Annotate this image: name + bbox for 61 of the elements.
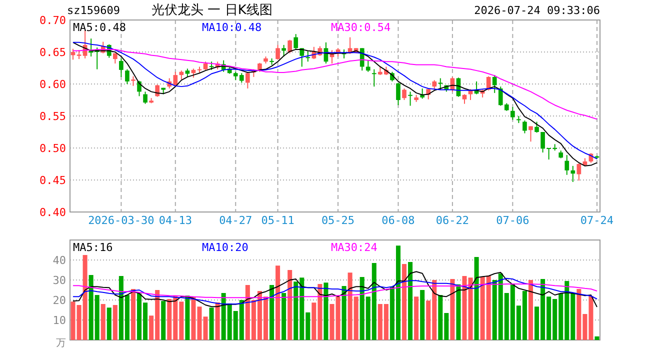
x-tick-label: 07-06 (496, 214, 530, 227)
x-tick-label: 06-08 (382, 214, 415, 227)
bar (106, 308, 112, 340)
bar (414, 296, 419, 340)
bar (112, 305, 118, 340)
y-tick-label: 0.40 (40, 206, 66, 219)
y-tick-label: 40 (52, 254, 66, 267)
y-axis-title: 万 (56, 338, 66, 349)
y-tick-label: 0.70 (40, 14, 66, 27)
line-series (72, 278, 598, 304)
bar (336, 296, 340, 340)
bar (203, 316, 208, 340)
bar (408, 262, 413, 340)
line-series (72, 271, 598, 308)
bar (209, 308, 214, 340)
chart-title: 光伏龙头 一 日K线图 (152, 3, 272, 18)
x-tick-label: 07-24 (580, 214, 614, 227)
bar (468, 278, 473, 340)
y-tick-label: 0.45 (40, 174, 66, 187)
bar (282, 293, 286, 340)
line-series (72, 284, 598, 298)
text: 2026-07-24 09:33:06 (474, 4, 600, 17)
x-tick-label: 04-13 (158, 214, 192, 227)
bar (100, 304, 106, 340)
bar (185, 296, 190, 340)
bar (130, 289, 136, 340)
bar (330, 304, 334, 340)
x-tick-label: 04-27 (219, 214, 252, 227)
text: MA5:16 (73, 241, 113, 254)
text: MA10:0.48 (202, 21, 262, 34)
y-tick-label: 30 (52, 274, 66, 287)
y-tick-label: 20 (52, 294, 66, 307)
bar (342, 286, 346, 340)
bar (215, 302, 220, 340)
bar (161, 301, 166, 340)
text: MA10:20 (202, 241, 248, 254)
bar (450, 279, 455, 340)
bar (594, 336, 600, 340)
bar (420, 290, 425, 340)
chart-subtitle: sz159609 (67, 4, 120, 17)
bar (402, 264, 407, 340)
bar (270, 285, 274, 340)
bar (462, 276, 467, 340)
y-tick-label: 0.65 (40, 46, 66, 59)
bar (528, 280, 533, 340)
x-tick-label: 2026-03-30 (88, 214, 154, 227)
series-label: MA5:0.48 (73, 21, 126, 34)
bar (276, 266, 280, 340)
x-tick-label: 06-22 (436, 214, 470, 227)
text: MA30:0.54 (331, 21, 391, 34)
bar (288, 270, 292, 340)
bar (324, 282, 328, 340)
y-tick-label: 0.50 (40, 142, 66, 155)
y-tick-label: 0.55 (40, 110, 66, 123)
y-tick-label: 10 (52, 314, 66, 327)
y-tick-label: 0.60 (40, 78, 66, 91)
text: MA30:24 (331, 241, 378, 254)
bar (474, 257, 479, 340)
bar (456, 284, 461, 340)
x-tick-label: 05-25 (321, 214, 355, 227)
x-tick-label: 05-11 (261, 214, 294, 227)
